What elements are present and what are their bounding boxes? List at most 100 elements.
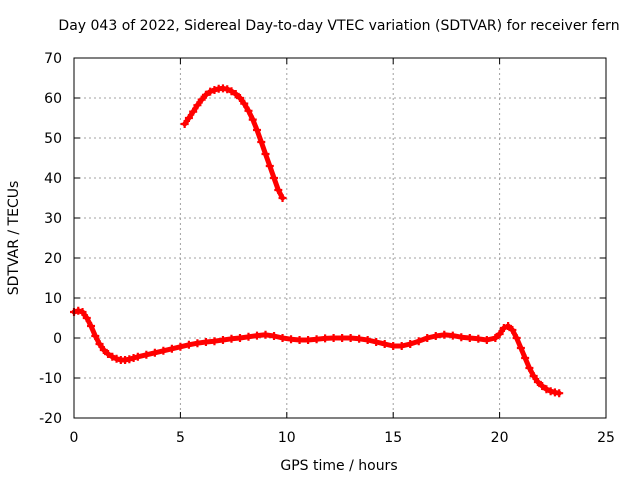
y-tick-label: -10 — [39, 371, 62, 387]
data-point — [159, 346, 168, 355]
data-point — [112, 354, 121, 363]
data-point — [465, 334, 474, 342]
data-point — [414, 337, 423, 346]
data-point — [223, 85, 232, 94]
y-tick-label: 70 — [44, 51, 62, 67]
y-tick-label: 40 — [44, 171, 62, 187]
data-point — [538, 382, 547, 390]
data-point — [235, 334, 244, 342]
data-point — [227, 334, 236, 343]
data-point — [274, 186, 283, 194]
data-point — [253, 331, 262, 340]
data-point — [184, 340, 193, 349]
data-point — [270, 174, 279, 182]
data-point — [380, 340, 389, 348]
data-point — [533, 378, 542, 386]
data-point — [363, 336, 372, 344]
data-point — [329, 334, 338, 342]
data-point — [474, 334, 483, 343]
data-point — [210, 337, 219, 346]
data-point — [355, 334, 364, 343]
y-tick-label: 0 — [53, 331, 62, 347]
data-point — [235, 94, 244, 102]
data-point — [82, 314, 91, 322]
series-segment-1 — [70, 306, 564, 398]
data-point — [78, 308, 87, 316]
data-point — [231, 90, 240, 98]
data-point — [244, 332, 253, 341]
data-point — [180, 120, 189, 128]
data-point — [133, 352, 142, 361]
data-point — [150, 348, 159, 357]
data-point — [257, 138, 266, 146]
data-point — [542, 385, 551, 394]
plot-frame — [73, 57, 607, 419]
data-point — [74, 306, 83, 315]
x-tick-label: 25 — [597, 430, 615, 446]
data-point — [91, 332, 100, 340]
x-tick-label: 10 — [278, 430, 296, 446]
data-point — [278, 194, 287, 202]
data-point — [499, 324, 508, 332]
data-point — [389, 342, 398, 350]
data-point — [95, 340, 104, 348]
data-point — [508, 326, 517, 334]
data-point — [491, 334, 500, 342]
data-point — [261, 330, 270, 339]
data-point — [261, 150, 270, 158]
data-point — [278, 334, 287, 342]
data-point — [287, 335, 296, 344]
x-tick-label: 5 — [176, 430, 185, 446]
data-point — [167, 344, 176, 353]
y-tick-label: 30 — [44, 211, 62, 227]
data-point — [240, 99, 249, 108]
data-point — [265, 162, 274, 170]
data-point — [176, 342, 185, 351]
data-point — [295, 336, 304, 344]
x-axis-title: GPS time / hours — [280, 458, 397, 474]
data-point — [270, 332, 279, 340]
data-point — [423, 334, 432, 342]
data-point — [457, 333, 466, 342]
data-point — [521, 354, 530, 362]
y-tick-label: 10 — [44, 291, 62, 307]
y-tick-label: 50 — [44, 131, 62, 147]
data-point — [218, 336, 227, 344]
data-point — [129, 354, 138, 362]
data-point — [346, 334, 355, 342]
data-point — [193, 101, 202, 110]
data-point — [227, 87, 236, 96]
data-series — [70, 84, 564, 398]
data-point — [397, 342, 406, 350]
data-point — [304, 336, 313, 344]
data-point — [338, 334, 347, 342]
y-axis-title: SDTVAR / TECUs — [6, 181, 22, 296]
data-point — [321, 334, 330, 343]
y-tick-label: 60 — [44, 91, 62, 107]
data-point — [372, 338, 381, 346]
data-point — [529, 372, 538, 380]
data-point — [546, 387, 555, 396]
data-point — [108, 352, 117, 361]
data-point — [440, 330, 449, 339]
x-tick-label: 0 — [70, 430, 79, 446]
chart-title: Day 043 of 2022, Sidereal Day-to-day VTE… — [58, 18, 619, 34]
data-point — [512, 334, 521, 342]
data-point — [189, 107, 198, 116]
data-point — [197, 95, 206, 104]
data-point — [495, 330, 504, 338]
data-point — [244, 106, 253, 115]
data-point — [555, 389, 564, 398]
data-point — [448, 331, 457, 340]
data-point — [201, 90, 210, 99]
axis-ticks — [73, 57, 607, 419]
data-point — [87, 322, 96, 330]
series-segment-2 — [180, 84, 287, 202]
x-tick-label: 15 — [384, 430, 402, 446]
data-point — [504, 322, 513, 330]
x-tick-label: 20 — [491, 430, 509, 446]
data-point — [248, 115, 257, 124]
